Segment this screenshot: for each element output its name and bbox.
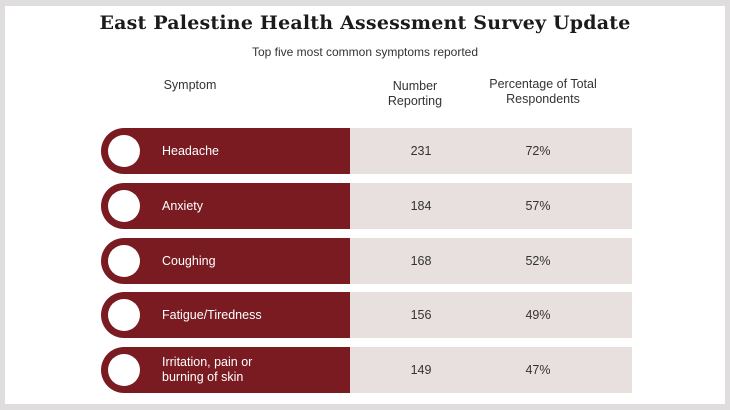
- row-value-background: [349, 292, 632, 338]
- chart-subtitle: Top five most common symptoms reported: [251, 45, 479, 59]
- row-label-banner: [101, 128, 350, 174]
- circle-bullet-icon: [108, 135, 140, 167]
- percentage-value: 57%: [525, 199, 551, 213]
- number-reporting-value: 149: [410, 363, 432, 377]
- column-header-percentage: Percentage of Total Respondents: [489, 77, 597, 106]
- circle-bullet-icon: [108, 354, 140, 386]
- row-value-background: [349, 128, 632, 174]
- symptom-label: Anxiety: [162, 198, 203, 213]
- symptom-label: Irritation, pain or burning of skin: [162, 355, 253, 384]
- row-label-banner: [101, 347, 350, 393]
- table-row: Irritation, pain or burning of skin 149 47…: [101, 347, 632, 393]
- table-row: Coughing 168 52%: [101, 238, 632, 284]
- number-reporting-value: 231: [410, 144, 432, 158]
- row-label-banner: [101, 238, 350, 284]
- table-row: Fatigue/Tiredness 156 49%: [101, 292, 632, 338]
- row-label-banner: [101, 292, 350, 338]
- row-value-background: [349, 238, 632, 284]
- chart-title: East Palestine Health Assessment Survey …: [99, 12, 631, 34]
- percentage-value: 49%: [525, 308, 551, 322]
- number-reporting-value: 156: [410, 308, 432, 322]
- number-reporting-value: 168: [410, 254, 432, 268]
- row-label-banner: [101, 183, 350, 229]
- column-header-symptom: Symptom: [163, 78, 217, 92]
- symptom-label: Headache: [162, 143, 219, 158]
- table-row: Anxiety 184 57%: [101, 183, 632, 229]
- percentage-value: 72%: [525, 144, 551, 158]
- row-value-background: [349, 183, 632, 229]
- number-reporting-value: 184: [410, 199, 432, 213]
- row-value-background: [349, 347, 632, 393]
- symptom-label: Fatigue/Tiredness: [162, 307, 262, 322]
- table-row: Headache 231 72%: [101, 128, 632, 174]
- circle-bullet-icon: [108, 299, 140, 331]
- column-header-number-reporting: Number Reporting: [387, 79, 443, 108]
- circle-bullet-icon: [108, 245, 140, 277]
- symptom-label: Coughing: [162, 253, 216, 268]
- circle-bullet-icon: [108, 190, 140, 222]
- percentage-value: 47%: [525, 363, 551, 377]
- percentage-value: 52%: [525, 254, 551, 268]
